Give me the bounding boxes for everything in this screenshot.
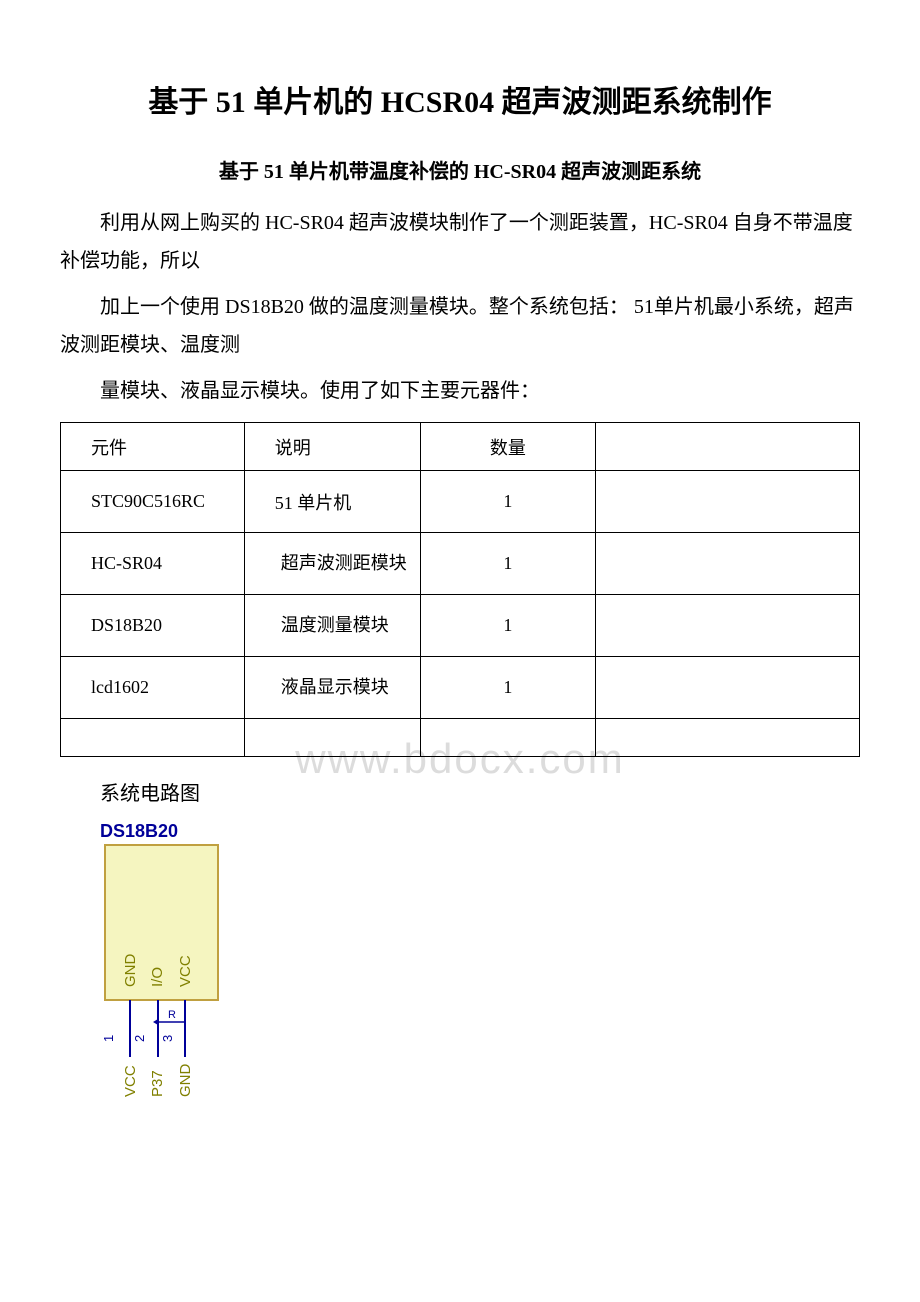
svg-text:GND: GND xyxy=(177,1064,194,1098)
table-cell: STC90C516RC xyxy=(61,471,245,533)
table-cell: DS18B20 xyxy=(61,595,245,657)
table-cell: 1 xyxy=(420,533,596,595)
svg-text:R: R xyxy=(168,1009,176,1021)
table-cell xyxy=(596,657,860,719)
svg-text:I/O: I/O xyxy=(149,967,166,987)
table-cell: 51 单片机 xyxy=(244,471,420,533)
document-content: 基于 51 单片机的 HCSR04 超声波测距系统制作 基于 51 单片机带温度… xyxy=(60,80,860,1102)
table-header-cell: 元件 xyxy=(61,423,245,471)
table-cell xyxy=(61,719,245,757)
table-header-cell: 数量 xyxy=(420,423,596,471)
table-header-cell: 说明 xyxy=(244,423,420,471)
circuit-section-label: 系统电路图 xyxy=(60,775,860,813)
table-row: HC-SR04 超声波测距模块 1 xyxy=(61,533,860,595)
svg-text:VCC: VCC xyxy=(122,1065,139,1097)
table-cell xyxy=(596,719,860,757)
svg-text:P37: P37 xyxy=(149,1070,166,1097)
table-cell: 1 xyxy=(420,595,596,657)
table-header-cell xyxy=(596,423,860,471)
ds18b20-circuit-diagram: GND I/O VCC R 1 2 3 VCC P37 GND xyxy=(100,842,230,1102)
table-header-row: 元件 说明 数量 xyxy=(61,423,860,471)
paragraph-1: 利用从网上购买的 HC-SR04 超声波模块制作了一个测距装置，HC-SR04 … xyxy=(60,204,860,280)
table-row: STC90C516RC 51 单片机 1 xyxy=(61,471,860,533)
table-cell: 1 xyxy=(420,471,596,533)
table-cell: 超声波测距模块 xyxy=(244,533,420,595)
table-cell: 1 xyxy=(420,657,596,719)
table-cell: HC-SR04 xyxy=(61,533,245,595)
circuit-diagram-container: DS18B20 GND I/O VCC R 1 2 3 VCC P37 GND xyxy=(100,821,860,1102)
table-cell: 液晶显示模块 xyxy=(244,657,420,719)
table-cell: lcd1602 xyxy=(61,657,245,719)
table-row: lcd1602 液晶显示模块 1 xyxy=(61,657,860,719)
table-cell xyxy=(420,719,596,757)
paragraph-2: 加上一个使用 DS18B20 做的温度测量模块。整个系统包括： 51单片机最小系… xyxy=(60,288,860,364)
svg-text:2: 2 xyxy=(132,1035,147,1042)
document-title: 基于 51 单片机的 HCSR04 超声波测距系统制作 xyxy=(60,80,860,125)
table-row xyxy=(61,719,860,757)
components-table: 元件 说明 数量 STC90C516RC 51 单片机 1 HC-SR04 超声… xyxy=(60,422,860,757)
svg-text:3: 3 xyxy=(160,1035,175,1042)
table-row: DS18B20 温度测量模块 1 xyxy=(61,595,860,657)
table-cell xyxy=(596,471,860,533)
table-cell xyxy=(244,719,420,757)
table-cell xyxy=(596,533,860,595)
table-cell xyxy=(596,595,860,657)
svg-text:1: 1 xyxy=(101,1035,116,1042)
table-cell: 温度测量模块 xyxy=(244,595,420,657)
paragraph-3: 量模块、液晶显示模块。使用了如下主要元器件： xyxy=(60,372,860,410)
ds18b20-component-label: DS18B20 xyxy=(100,821,860,842)
svg-text:VCC: VCC xyxy=(177,955,194,987)
document-subtitle: 基于 51 单片机带温度补偿的 HC-SR04 超声波测距系统 xyxy=(60,155,860,184)
svg-text:GND: GND xyxy=(122,954,139,988)
